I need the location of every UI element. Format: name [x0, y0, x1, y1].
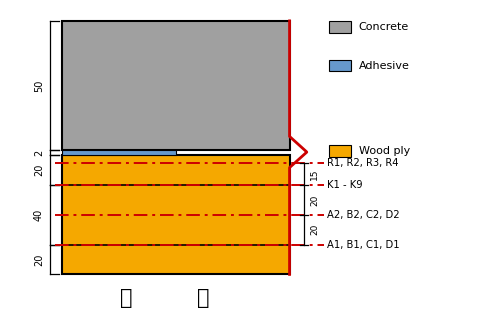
- Bar: [329, 60, 351, 71]
- Text: Adhesive: Adhesive: [359, 60, 410, 70]
- Text: 20: 20: [34, 164, 44, 176]
- Text: 40: 40: [34, 209, 44, 221]
- Text: 20: 20: [310, 224, 320, 235]
- Bar: [62, 21, 290, 150]
- Text: 20: 20: [310, 194, 320, 206]
- Text: Wood ply: Wood ply: [359, 146, 410, 156]
- Bar: [329, 145, 351, 157]
- Text: Concrete: Concrete: [359, 22, 409, 32]
- Text: 2: 2: [34, 150, 44, 156]
- Text: 🔥: 🔥: [197, 288, 209, 308]
- Text: R1, R2, R3, R4: R1, R2, R3, R4: [326, 158, 398, 168]
- Bar: [62, 155, 290, 274]
- Text: 20: 20: [34, 253, 44, 266]
- Text: 50: 50: [34, 79, 44, 92]
- Bar: [329, 21, 351, 33]
- Bar: [62, 150, 176, 155]
- Text: K1 - K9: K1 - K9: [326, 180, 362, 190]
- Text: A2, B2, C2, D2: A2, B2, C2, D2: [326, 210, 400, 220]
- Text: 🔥: 🔥: [120, 288, 132, 308]
- Text: A1, B1, C1, D1: A1, B1, C1, D1: [326, 240, 400, 250]
- Text: 15: 15: [310, 168, 320, 180]
